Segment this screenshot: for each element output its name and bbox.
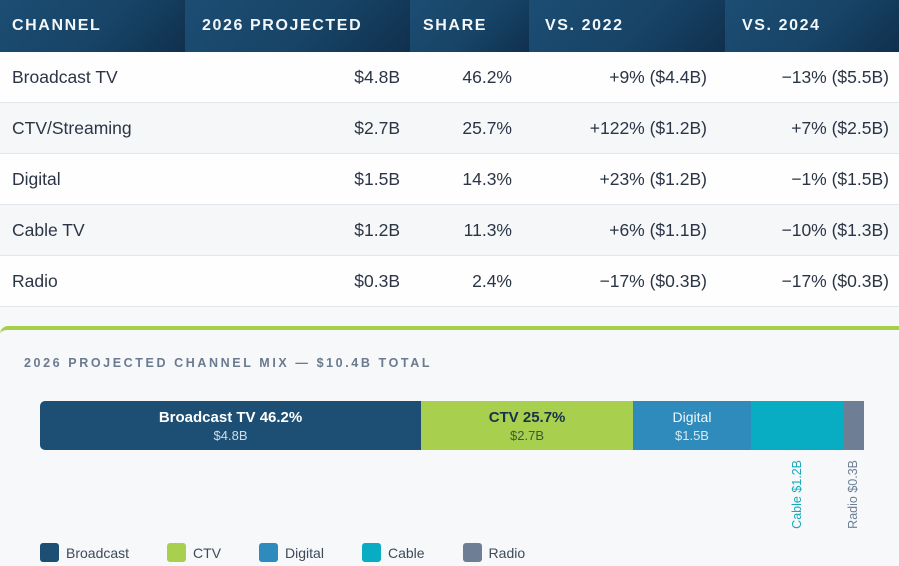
segment-label-digital: Digital <box>672 408 712 425</box>
segment-label-ctv: CTV 25.7% <box>488 408 566 426</box>
table-row: Digital $1.5B 14.3% +23% ($1.2B) −1% ($1.5B) <box>0 154 899 205</box>
bar-segment-cable <box>750 401 845 450</box>
bar-segment-radio <box>844 401 864 450</box>
header-vs-2024[interactable]: VS. 2024 <box>725 0 899 52</box>
cell-vs-2024: −10% ($1.3B) <box>781 219 890 240</box>
legend-label: Radio <box>488 544 526 561</box>
cell-vs-2022: +122% ($1.2B) <box>589 117 707 138</box>
cell-vs-2024: −1% ($1.5B) <box>791 168 889 189</box>
stacked-share-bar: Broadcast TV 46.2% $4.8B CTV 25.7% $2.7B Dig… <box>40 401 864 450</box>
segment-label-cable: Cable $1.2B <box>789 460 804 529</box>
cell-vs-2024: +7% ($2.5B) <box>791 117 889 138</box>
cell-projected: $1.2B <box>354 219 400 240</box>
cell-vs-2022: −17% ($0.3B) <box>599 270 708 291</box>
legend-swatch <box>361 543 381 562</box>
cell-channel: Digital <box>12 168 61 189</box>
table-row: CTV/Streaming $2.7B 25.7% +122% ($1.2B) +7% … <box>0 103 899 154</box>
legend-item-radio: Radio <box>462 543 526 562</box>
cell-projected: $2.7B <box>354 117 400 138</box>
legend-swatch <box>167 543 187 562</box>
legend-swatch <box>259 543 279 562</box>
cell-share: 14.3% <box>462 168 512 189</box>
bar-segment-digital: Digital $1.5B <box>633 401 751 450</box>
legend-label: Broadcast <box>66 544 130 561</box>
cell-channel: Broadcast TV <box>12 66 118 87</box>
table-row: Radio $0.3B 2.4% −17% ($0.3B) −17% ($0.3B) <box>0 256 899 307</box>
cell-share: 2.4% <box>472 270 512 291</box>
header-share[interactable]: SHARE <box>410 0 529 52</box>
legend-label: CTV <box>193 544 222 561</box>
segment-value-ctv: $2.7B <box>510 427 545 443</box>
legend-label: Digital <box>285 544 324 561</box>
cell-projected: $0.3B <box>354 270 400 291</box>
cell-share: 46.2% <box>462 66 512 87</box>
table-row: Cable TV $1.2B 11.3% +6% ($1.1B) −10% ($1.3B… <box>0 205 899 256</box>
legend-item-cable: Cable <box>361 543 425 562</box>
bar-segment-broadcast: Broadcast TV 46.2% $4.8B <box>40 401 422 450</box>
cell-share: 25.7% <box>462 117 512 138</box>
cell-vs-2024: −17% ($0.3B) <box>781 270 890 291</box>
bar-segment-ctv: CTV 25.7% $2.7B <box>421 401 634 450</box>
header-2026-projected[interactable]: 2026 PROJECTED <box>185 0 410 52</box>
segment-value-digital: $1.5B <box>675 427 709 443</box>
cell-channel: Cable TV <box>12 219 85 240</box>
cell-vs-2022: +23% ($1.2B) <box>599 168 708 189</box>
header-channel[interactable]: CHANNEL <box>0 0 185 52</box>
legend-item-ctv: CTV <box>167 543 221 562</box>
chart-title: 2026 PROJECTED CHANNEL MIX — $10.4B TOTA… <box>24 356 433 370</box>
channel-mix-panel: 2026 PROJECTED CHANNEL MIX — $10.4B TOTA… <box>0 326 899 566</box>
channel-table: CHANNEL 2026 PROJECTED SHARE VS. 2022 VS… <box>0 0 899 307</box>
cell-channel: CTV/Streaming <box>12 117 132 138</box>
table-header-row: CHANNEL 2026 PROJECTED SHARE VS. 2022 VS… <box>0 0 899 52</box>
cell-projected: $4.8B <box>354 66 400 87</box>
table-row: Broadcast TV $4.8B 46.2% +9% ($4.4B) −13% ($… <box>0 52 899 103</box>
header-vs-2022[interactable]: VS. 2022 <box>529 0 725 52</box>
cell-vs-2022: +6% ($1.1B) <box>609 219 707 240</box>
legend-item-broadcast: Broadcast <box>40 543 129 562</box>
segment-label-broadcast: Broadcast TV 46.2% <box>158 408 303 426</box>
segment-value-broadcast: $4.8B <box>213 427 248 443</box>
table-body: Broadcast TV $4.8B 46.2% +9% ($4.4B) −13% ($… <box>0 52 899 307</box>
cell-share: 11.3% <box>463 219 512 240</box>
legend-item-digital: Digital <box>259 543 324 562</box>
cell-vs-2022: +9% ($4.4B) <box>609 66 707 87</box>
cell-channel: Radio <box>12 270 58 291</box>
cell-vs-2024: −13% ($5.5B) <box>781 66 890 87</box>
chart-legend: Broadcast CTV Digital Cable Radio <box>40 543 563 562</box>
legend-swatch <box>40 543 59 562</box>
legend-swatch <box>462 543 482 562</box>
legend-label: Cable <box>387 544 425 561</box>
cell-projected: $1.5B <box>354 168 400 189</box>
segment-label-radio: Radio $0.3B <box>846 460 861 529</box>
